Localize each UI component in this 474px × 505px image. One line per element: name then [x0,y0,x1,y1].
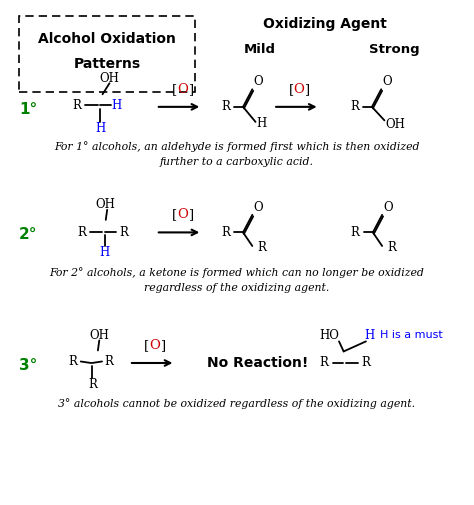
Text: Oxidizing Agent: Oxidizing Agent [263,17,387,31]
Text: R: R [351,226,360,239]
Text: OH: OH [89,329,109,342]
Text: O: O [253,201,263,214]
Text: R: R [77,226,86,239]
Text: further to a carboxylic acid.: further to a carboxylic acid. [160,157,314,167]
Text: R: R [88,378,97,391]
Text: [: [ [289,83,294,96]
Text: Patterns: Patterns [73,57,141,71]
Text: O: O [149,339,160,352]
Text: H is a must: H is a must [380,330,442,340]
Text: H: H [256,117,267,130]
Text: R: R [362,357,370,370]
Text: [: [ [172,209,177,221]
Text: R: R [73,99,82,112]
Text: R: R [221,226,230,239]
Text: ]: ] [304,83,310,96]
Text: ]: ] [188,209,193,221]
Text: Mild: Mild [244,42,276,56]
Text: O: O [294,83,305,96]
Text: ]: ] [160,339,165,352]
Text: OH: OH [100,72,119,85]
Text: 3°: 3° [19,358,37,373]
Text: Alcohol Oxidation: Alcohol Oxidation [38,32,176,46]
Text: ]: ] [188,83,193,96]
Text: O: O [383,201,392,214]
Text: OH: OH [95,198,115,211]
Text: R: R [387,241,396,254]
Text: For 1° alcohols, an aldehyde is formed first which is then oxidized: For 1° alcohols, an aldehyde is formed f… [54,141,420,153]
Text: O: O [253,75,263,88]
Text: 2°: 2° [19,227,37,242]
Text: R: R [350,100,359,113]
Text: R: R [104,355,113,368]
Text: No Reaction!: No Reaction! [207,356,309,370]
Text: HO: HO [320,329,340,342]
Text: H: H [100,246,110,259]
Text: For 2° alcohols, a ketone is formed which can no longer be oxidized: For 2° alcohols, a ketone is formed whic… [50,267,424,278]
Text: R: R [320,357,328,370]
Text: 3° alcohols cannot be oxidized regardless of the oxidizing agent.: 3° alcohols cannot be oxidized regardles… [58,398,416,409]
Text: H: H [111,99,121,112]
FancyBboxPatch shape [19,17,195,92]
Text: OH: OH [385,118,405,131]
Text: [: [ [172,83,177,96]
Text: regardless of the oxidizing agent.: regardless of the oxidizing agent. [144,283,330,293]
Text: R: R [257,241,266,254]
Text: O: O [177,83,188,96]
Text: O: O [177,209,188,221]
Text: O: O [382,75,392,88]
Text: 1°: 1° [19,102,37,117]
Text: R: R [68,355,77,368]
Text: [: [ [144,339,149,352]
Text: Strong: Strong [369,42,420,56]
Text: R: R [221,100,230,113]
Text: H: H [364,329,374,342]
Text: H: H [95,122,105,135]
Text: R: R [119,226,128,239]
